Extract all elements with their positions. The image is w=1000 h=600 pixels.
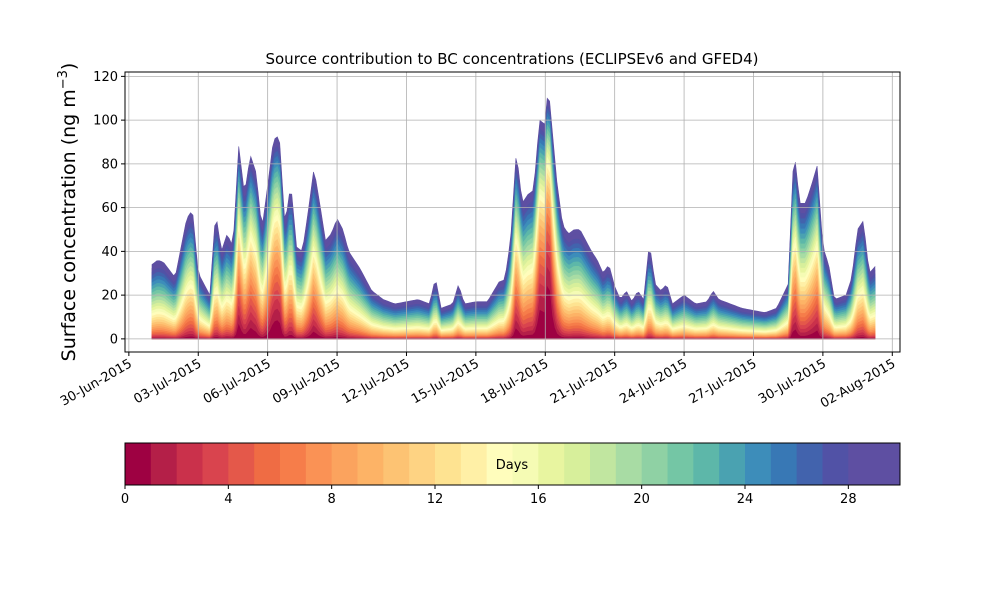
y-tick-label: 0 (110, 332, 118, 347)
colorbar-swatch (770, 443, 798, 485)
colorbar-swatch (745, 443, 772, 485)
colorbar-label: Days (496, 458, 529, 473)
y-tick-label: 40 (101, 245, 118, 260)
colorbar-swatch (383, 443, 410, 485)
colorbar-tick-label: 4 (224, 492, 232, 507)
y-tick-label: 80 (101, 157, 118, 172)
colorbar-tick-label: 8 (328, 492, 336, 507)
colorbar-swatch (848, 443, 875, 485)
colorbar-swatch (150, 443, 178, 485)
colorbar-frame (124, 442, 901, 486)
plot-frame (124, 71, 901, 353)
x-tick-label: 02-Aug-2015 (818, 356, 898, 411)
x-tick-label: 18-Jul-2015 (478, 356, 551, 407)
x-tick-label: 24-Jul-2015 (617, 356, 690, 407)
colorbar-swatch (280, 443, 307, 485)
colorbar-tick-label: 28 (840, 492, 857, 507)
colorbar-swatch (486, 443, 513, 485)
colorbar-swatch (409, 443, 436, 485)
colorbar-tick-label: 0 (121, 492, 129, 507)
colorbar-swatch (202, 443, 229, 485)
colorbar-swatch (693, 443, 720, 485)
grid-lines (125, 72, 900, 352)
colorbar-swatch (822, 443, 849, 485)
y-tick-label: 100 (93, 114, 118, 129)
colorbar-swatch (538, 443, 565, 485)
colorbar-tick-label: 24 (737, 492, 754, 507)
y-tick-label: 120 (93, 70, 118, 85)
colorbar-swatch (125, 443, 152, 485)
x-tick-label: 09-Jul-2015 (270, 356, 343, 407)
colorbar-swatch (564, 443, 591, 485)
colorbar-swatch (331, 443, 358, 485)
chart-title: Source contribution to BC concentrations… (265, 50, 758, 68)
colorbar-swatch (796, 443, 823, 485)
x-tick-label: 12-Jul-2015 (340, 356, 413, 407)
y-axis-label: Surface concentration (ng m−3) (56, 63, 80, 362)
colorbar: 0 4 8 12 16 20 24 28 (121, 442, 901, 507)
x-tick-label: 15-Jul-2015 (409, 356, 482, 407)
colorbar-swatch (667, 443, 694, 485)
y-tick-label: 60 (101, 201, 118, 216)
colorbar-tick-label: 16 (530, 492, 547, 507)
colorbar-swatch (719, 443, 746, 485)
y-tick-label: 20 (101, 289, 118, 304)
colorbar-swatch (228, 443, 255, 485)
colorbar-swatch (615, 443, 643, 485)
x-tick-label: 27-Jul-2015 (687, 356, 760, 407)
colorbar-swatch (254, 443, 281, 485)
x-tick-label: 30-Jun-2015 (58, 356, 135, 409)
colorbar-swatch (357, 443, 384, 485)
colorbar-swatch (305, 443, 333, 485)
colorbar-swatch (512, 443, 539, 485)
colorbar-swatch (874, 443, 901, 485)
colorbar-swatch (460, 443, 488, 485)
x-tick-label: 06-Jul-2015 (201, 356, 274, 407)
colorbar-swatch (641, 443, 668, 485)
colorbar-swatch (590, 443, 617, 485)
x-tick-label: 21-Jul-2015 (548, 356, 621, 407)
colorbar-swatch (176, 443, 203, 485)
area-layer-day-15 (151, 156, 876, 340)
colorbar-tick-label: 20 (633, 492, 650, 507)
x-tick-label: 03-Jul-2015 (131, 356, 204, 407)
stacked-area-series (151, 97, 876, 340)
colorbar-swatch (435, 443, 462, 485)
colorbar-tick-label: 12 (427, 492, 444, 507)
